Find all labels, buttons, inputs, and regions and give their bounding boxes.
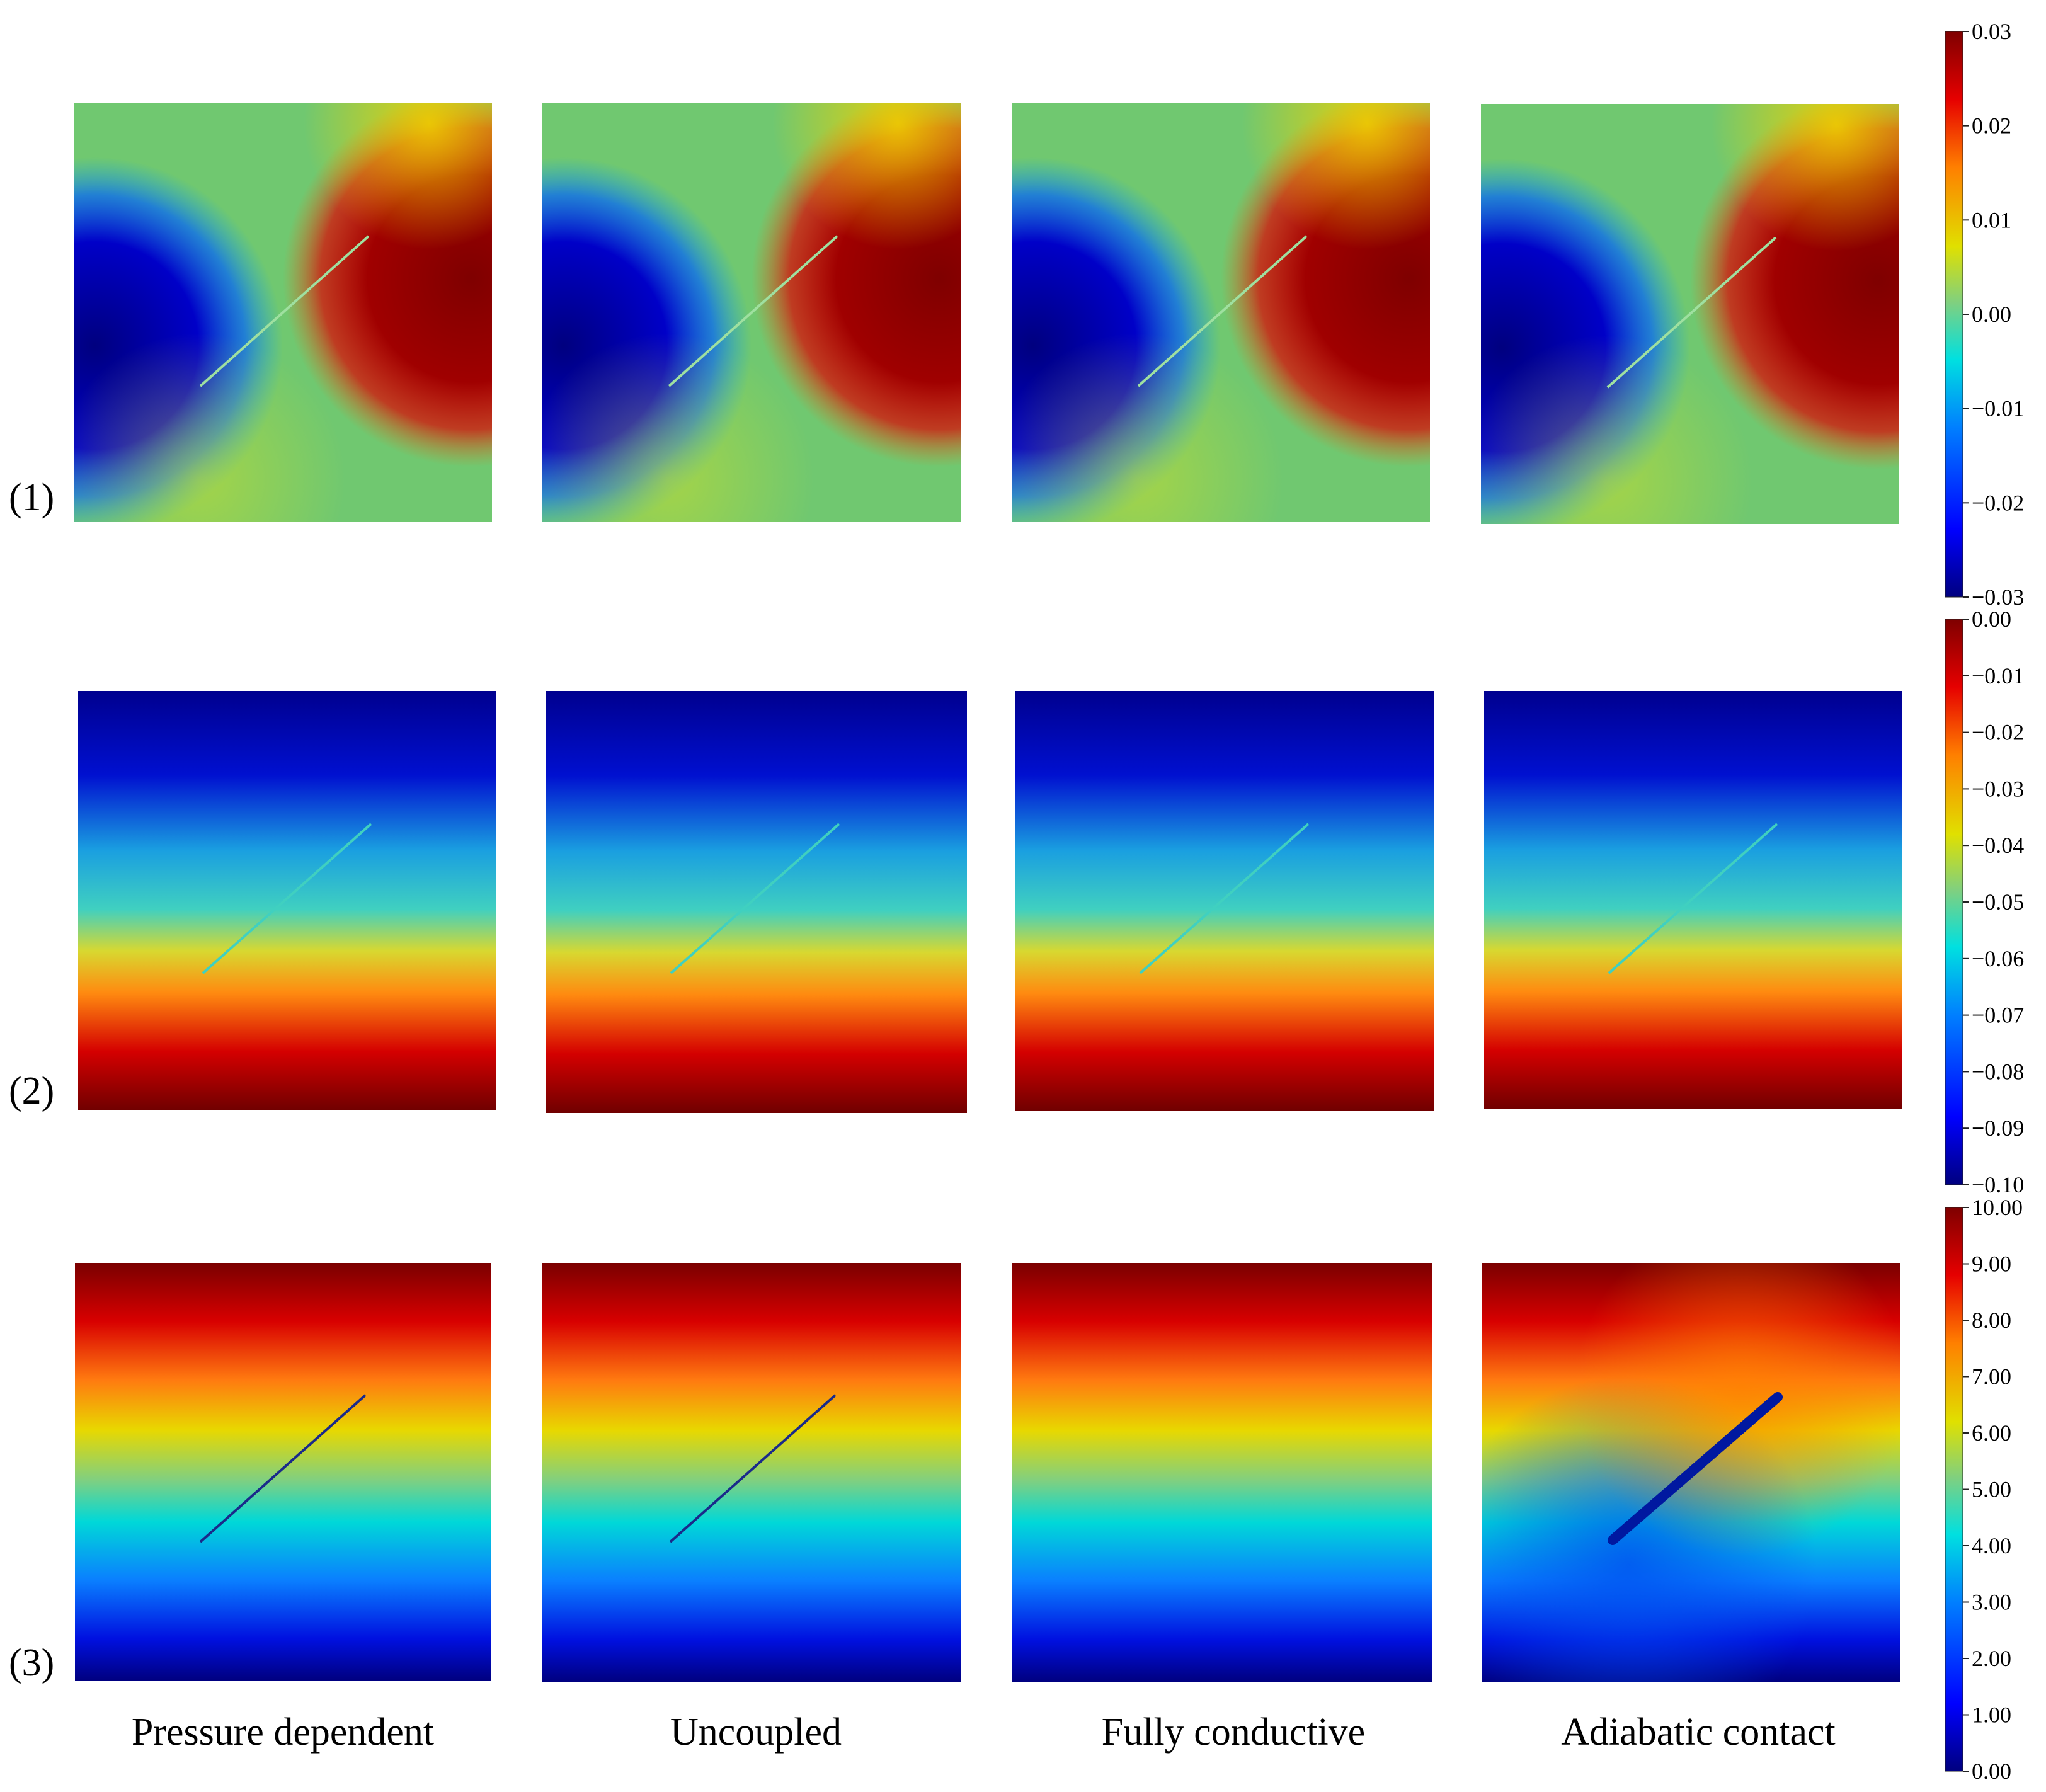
- colorbar-tick-label: 10.00: [1972, 1195, 2023, 1220]
- colorbar-tick-label: 0.00: [1972, 302, 2011, 327]
- colorbar-tick-label: 6.00: [1972, 1420, 2011, 1446]
- panel-row2-pressure-dependent: [78, 691, 496, 1110]
- column-label-fully-conductive: Fully conductive: [1102, 1711, 1365, 1754]
- crack-line: [1608, 1392, 1783, 1545]
- column-label-pressure-dependent: Pressure dependent: [132, 1711, 434, 1754]
- panel-row2-adiabatic-contact: [1484, 691, 1902, 1109]
- colorbar-tick-label: −0.04: [1972, 833, 2024, 858]
- colorbar-tick-label: −0.03: [1972, 585, 2024, 610]
- colorbar-tick-label: −0.01: [1972, 396, 2024, 421]
- row-label-2: (2): [9, 1070, 54, 1112]
- panel-row2-fully-conductive: [1015, 691, 1434, 1111]
- colorbar-tick-label: −0.09: [1972, 1116, 2024, 1141]
- colorbar-tick-label: 9.00: [1972, 1252, 2011, 1277]
- panel-row3-fully-conductive: [1012, 1263, 1432, 1682]
- panel-row1-uncoupled: [542, 103, 961, 522]
- colorbar-tick-label: 0.03: [1972, 19, 2011, 44]
- colorbar-tick-label: 0.00: [1972, 1759, 2011, 1784]
- colorbar-tick-label: −0.02: [1972, 490, 2024, 515]
- panel-row3-pressure-dependent: [75, 1263, 491, 1681]
- crack-line: [1137, 235, 1308, 387]
- colorbar-tick-label: −0.06: [1972, 946, 2024, 971]
- colorbar-tick-label: 0.01: [1972, 207, 2011, 232]
- column-label-adiabatic-contact: Adiabatic contact: [1561, 1711, 1836, 1754]
- row-label-3: (3): [9, 1641, 54, 1684]
- crack-line: [202, 823, 372, 974]
- colorbar-tick-label: 0.02: [1972, 113, 2011, 139]
- crack-line: [199, 1394, 367, 1543]
- colorbar-tick-label: −0.01: [1972, 663, 2024, 688]
- row-1-panels: [74, 103, 1899, 524]
- colorbar-tick-label: −0.02: [1972, 720, 2024, 745]
- colorbar-tick-label: −0.10: [1972, 1172, 2024, 1197]
- colorbar-tick-label: −0.03: [1972, 776, 2024, 801]
- colorbar-row-1: 0.03 0.02 0.01 0.00 −0.01 −0.02 −0.03: [1945, 19, 2024, 610]
- crack-line: [1139, 823, 1310, 974]
- panel-row1-fully-conductive: [1012, 103, 1430, 522]
- panel-row2-uncoupled: [546, 691, 967, 1113]
- panel-row3-adiabatic-contact: [1482, 1263, 1900, 1682]
- colorbar-tick-label: −0.07: [1972, 1003, 2024, 1028]
- crack-line: [1608, 823, 1778, 974]
- crack-line: [1606, 236, 1777, 389]
- row-label-1: (1): [9, 476, 54, 519]
- crack-line: [670, 823, 840, 974]
- panel-row3-uncoupled: [542, 1263, 961, 1682]
- crack-line: [668, 235, 838, 387]
- colorbar-tick-label: 7.00: [1972, 1364, 2011, 1390]
- colorbar-tick-label: 0.00: [1972, 607, 2011, 632]
- panel-row1-pressure-dependent: [74, 103, 492, 522]
- colorbar-tick-label: 5.00: [1972, 1477, 2011, 1502]
- colorbar-tick-label: 1.00: [1972, 1703, 2011, 1728]
- colorbar-row-3: 10.00 9.00 8.00 7.00 6.00 5.00 4.00 3.00 2.00 1.0…: [1945, 1195, 2023, 1784]
- colorbar-row-2: 0.00 −0.01 −0.02 −0.03 −0.04 −0.05 −0.06 −0.07 −…: [1945, 607, 2024, 1197]
- crack-line: [199, 235, 370, 387]
- colorbar-tick-label: 3.00: [1972, 1590, 2011, 1615]
- colorbar-tick-label: −0.08: [1972, 1059, 2024, 1084]
- row-2-panels: [78, 691, 1902, 1113]
- colorbar-tick-label: 8.00: [1972, 1308, 2011, 1333]
- column-label-uncoupled: Uncoupled: [670, 1711, 842, 1754]
- row-3-panels: [75, 1263, 1900, 1682]
- colorbar-tick-label: −0.05: [1972, 889, 2024, 915]
- crack-line: [669, 1394, 837, 1543]
- colorbar-tick-label: 4.00: [1972, 1533, 2011, 1558]
- panel-row1-adiabatic-contact: [1481, 104, 1899, 524]
- colorbar-tick-label: 2.00: [1972, 1646, 2011, 1671]
